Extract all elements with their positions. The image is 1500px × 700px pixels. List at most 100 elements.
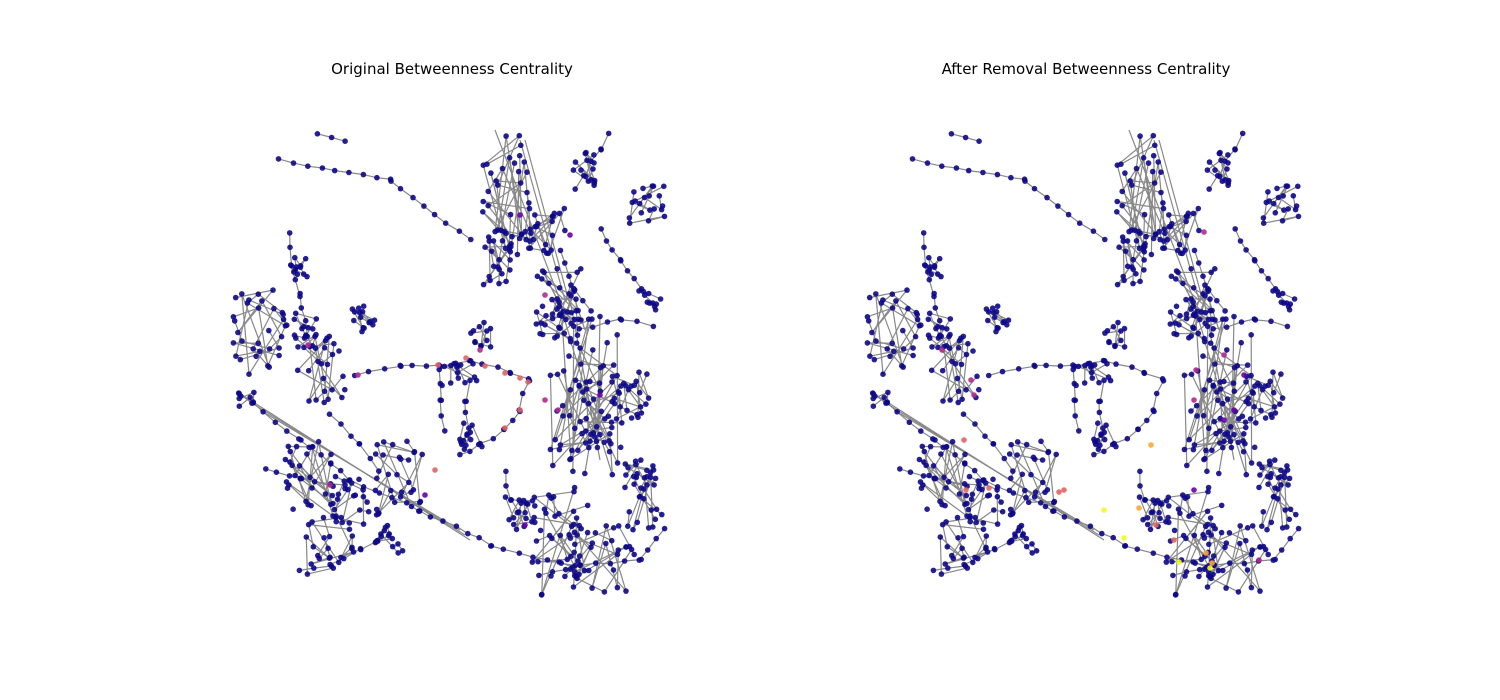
graph-edge bbox=[1219, 426, 1246, 432]
graph-node bbox=[1122, 543, 1128, 549]
graph-node bbox=[360, 303, 367, 310]
graph-node bbox=[574, 532, 580, 538]
graph-node bbox=[1212, 167, 1218, 173]
graph-edge bbox=[1142, 499, 1154, 520]
graph-edge bbox=[1230, 365, 1238, 427]
graph-node bbox=[537, 527, 544, 534]
graph-node bbox=[507, 257, 513, 263]
graph-node bbox=[606, 448, 613, 455]
graph-edge bbox=[561, 316, 572, 459]
graph-node bbox=[1196, 260, 1202, 266]
graph-node bbox=[970, 348, 976, 354]
graph-edge bbox=[504, 496, 515, 519]
graph-node bbox=[631, 275, 637, 282]
graph-edge bbox=[295, 312, 317, 320]
graph-node bbox=[533, 538, 540, 544]
graph-node bbox=[1274, 496, 1281, 502]
graph-edge bbox=[533, 496, 573, 527]
graph-node bbox=[1210, 383, 1216, 390]
graph-node bbox=[332, 473, 339, 480]
graph-node bbox=[516, 509, 522, 515]
graph-node bbox=[516, 235, 523, 242]
graph-node bbox=[571, 549, 577, 556]
graph-node bbox=[950, 555, 957, 562]
graph-edge bbox=[992, 443, 1005, 459]
graph-node bbox=[975, 555, 981, 562]
graph-node bbox=[578, 361, 584, 367]
graph-node bbox=[1241, 560, 1248, 567]
graph-node bbox=[549, 311, 556, 317]
graph-node bbox=[419, 451, 426, 458]
graph-node bbox=[621, 558, 628, 564]
graph-node bbox=[329, 492, 336, 499]
graph-node bbox=[1279, 395, 1286, 401]
graph-node bbox=[1177, 510, 1183, 516]
graph-node bbox=[1130, 266, 1136, 273]
graph-node bbox=[1272, 210, 1279, 216]
graph-node bbox=[578, 317, 584, 323]
graph-node bbox=[359, 308, 366, 315]
graph-node bbox=[1287, 535, 1293, 542]
graph-node bbox=[1260, 215, 1267, 221]
graph-node bbox=[1194, 413, 1200, 419]
graph-node bbox=[1122, 248, 1129, 254]
graph-node bbox=[967, 513, 973, 519]
graph-node bbox=[572, 377, 579, 384]
graph-node bbox=[925, 332, 932, 339]
graph-node bbox=[1212, 317, 1218, 323]
graph-node bbox=[250, 400, 256, 406]
graph-node bbox=[1150, 235, 1157, 242]
graph-node bbox=[1235, 589, 1242, 595]
graph-node bbox=[1091, 436, 1097, 443]
graph-node bbox=[541, 269, 547, 276]
graph-node bbox=[926, 254, 932, 261]
graph-node bbox=[1030, 454, 1037, 461]
graph-node bbox=[1262, 415, 1269, 421]
graph-node bbox=[589, 324, 596, 331]
graph-node bbox=[1044, 194, 1050, 201]
graph-node bbox=[552, 436, 558, 443]
graph-node bbox=[1061, 487, 1067, 493]
graph-node bbox=[1217, 149, 1223, 156]
graph-edge bbox=[541, 487, 576, 595]
graph-edge bbox=[482, 135, 520, 166]
graph-node bbox=[548, 573, 554, 579]
graph-edge bbox=[1047, 451, 1055, 503]
graph-node bbox=[1222, 308, 1228, 314]
graph-node bbox=[1203, 447, 1209, 454]
graph-node bbox=[972, 514, 978, 521]
graph-edge bbox=[483, 273, 503, 286]
graph-edge bbox=[410, 454, 423, 493]
graph-node bbox=[367, 455, 374, 462]
graph-node bbox=[574, 269, 580, 276]
graph-node bbox=[897, 466, 903, 472]
graph-edge bbox=[553, 496, 556, 517]
graph-node bbox=[533, 321, 540, 327]
graph-node bbox=[237, 356, 244, 363]
graph-node bbox=[408, 503, 415, 510]
graph-node bbox=[1225, 182, 1231, 189]
graph-edge bbox=[1175, 487, 1210, 595]
graph-edge bbox=[875, 293, 904, 368]
graph-node bbox=[524, 169, 530, 175]
graph-node bbox=[955, 388, 962, 395]
graph-node bbox=[1207, 573, 1213, 580]
graph-node bbox=[328, 451, 334, 458]
graph-node bbox=[1210, 553, 1217, 559]
graph-edge bbox=[383, 441, 415, 453]
graph-node bbox=[1100, 425, 1106, 432]
graph-node bbox=[1124, 238, 1131, 244]
graph-node bbox=[542, 322, 548, 328]
graph-node bbox=[311, 478, 318, 485]
graph-node bbox=[1219, 316, 1226, 323]
graph-node bbox=[926, 310, 933, 317]
graph-node bbox=[1231, 431, 1237, 438]
graph-node bbox=[530, 554, 536, 560]
graph-node bbox=[287, 448, 294, 455]
graph-node bbox=[485, 234, 492, 240]
graph-node bbox=[484, 328, 490, 334]
graph-node bbox=[1240, 438, 1246, 444]
graph-node bbox=[490, 238, 497, 244]
graph-node bbox=[590, 347, 596, 353]
graph-edge bbox=[235, 299, 250, 357]
